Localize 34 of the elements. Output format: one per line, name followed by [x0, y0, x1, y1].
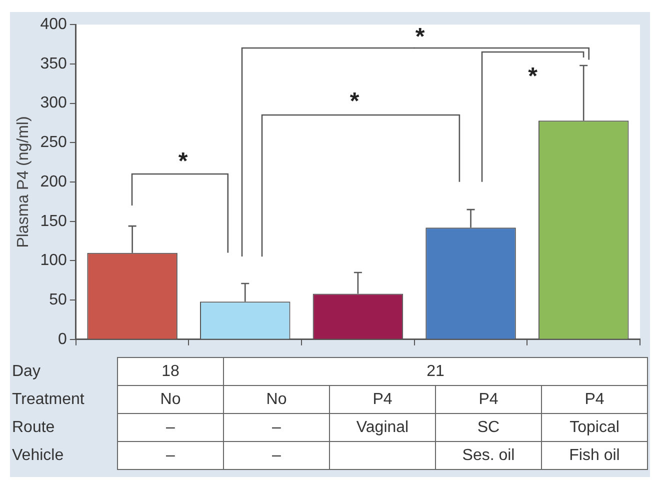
text: Treatment [11, 390, 86, 410]
y-tick-label: 250 [40, 134, 67, 152]
text: Fish oil [542, 442, 648, 470]
y-tick-label: 50 [49, 291, 67, 308]
text: P4 [542, 386, 648, 414]
annotation: * [350, 88, 360, 116]
text: 21 [224, 358, 648, 386]
text: Vehicle [11, 446, 65, 466]
text: – [224, 414, 330, 442]
text: Ses. oil [436, 442, 542, 470]
annotation: * [528, 63, 538, 90]
y-tick-label: 0 [58, 330, 67, 348]
text: – [118, 442, 224, 470]
text: 18 [118, 358, 224, 386]
text: – [118, 414, 224, 442]
text: Day [11, 362, 42, 382]
y-tick-label: 200 [40, 173, 67, 190]
text: P4 [436, 386, 542, 414]
text: Topical [542, 414, 648, 442]
text: P4 [330, 386, 436, 414]
annotation: * [178, 148, 188, 176]
y-tick-label: 150 [40, 212, 67, 230]
y-tick-label: 100 [40, 252, 67, 270]
y-tick-label: 300 [40, 94, 67, 112]
annotation: * [415, 24, 426, 51]
text: Vaginal [330, 414, 436, 442]
text: No [224, 386, 330, 414]
text: – [224, 442, 330, 470]
y-axis-title: Plasma P4 (ng/ml) [15, 116, 32, 248]
text: No [118, 386, 224, 414]
y-tick-label: 400 [40, 16, 67, 34]
text: SC [436, 414, 542, 442]
y-tick-label: 350 [40, 55, 67, 72]
text: Route [11, 418, 56, 438]
